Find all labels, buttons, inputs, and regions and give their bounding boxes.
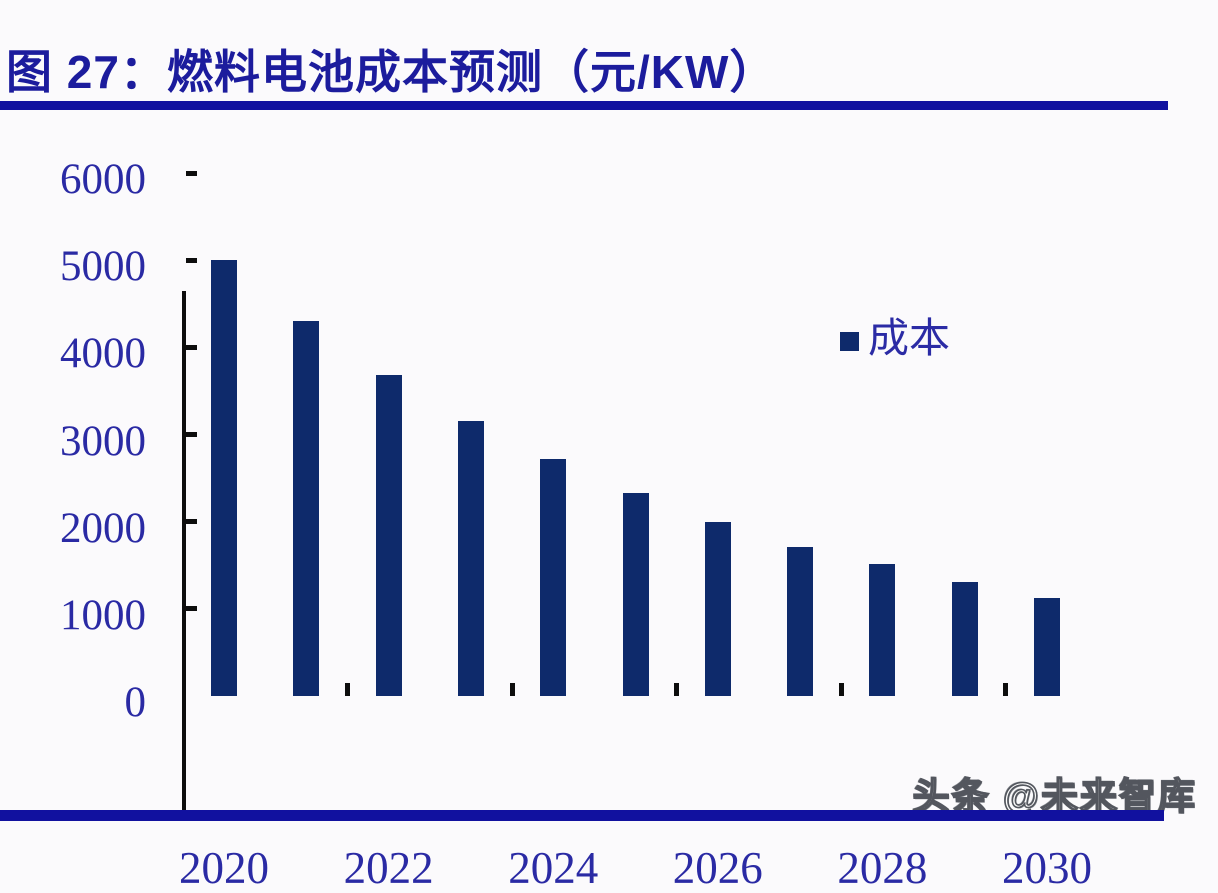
x-tick-label-2026: 2026 xyxy=(672,843,763,893)
bar-2023 xyxy=(457,421,484,696)
y-tick-label: 5000 xyxy=(60,243,146,291)
y-tick-1000 xyxy=(186,606,197,612)
bar-2025 xyxy=(622,492,649,696)
bar-2027 xyxy=(787,546,814,696)
bar-2028 xyxy=(869,563,896,696)
x-tick-label-2020: 2020 xyxy=(179,843,269,893)
y-tick-2000 xyxy=(186,519,197,525)
y-tick-5000 xyxy=(186,257,197,263)
x-tick-2023-2024 xyxy=(509,683,515,696)
bottom-divider-rule xyxy=(0,810,1164,821)
bar-2029 xyxy=(951,581,978,696)
y-tick-6000 xyxy=(186,170,197,176)
legend-label: 成本 xyxy=(868,315,950,361)
x-tick-label-2028: 2028 xyxy=(837,843,928,893)
y-tick-label: 3000 xyxy=(60,417,146,465)
legend: 成本 xyxy=(840,318,950,359)
title-divider-rule xyxy=(0,101,1168,110)
cost-forecast-bar-chart: 0 1000 2000 3000 4000 5000 6000 2020 2022 2024 20… xyxy=(0,120,1218,891)
bar-2021 xyxy=(293,321,320,696)
bar-2020 xyxy=(211,260,237,696)
x-tick-2025-2026 xyxy=(674,683,680,696)
y-tick-4000 xyxy=(186,344,197,350)
y-axis-line xyxy=(182,291,186,818)
x-tick-2029-2030 xyxy=(1003,683,1009,696)
y-tick-label: 2000 xyxy=(60,504,146,552)
x-tick-2021-2022 xyxy=(344,683,350,696)
figure-title: 图 27：燃料电池成本预测（元/KW） xyxy=(6,46,777,98)
bar-2030 xyxy=(1034,598,1060,696)
bar-2022 xyxy=(375,375,402,696)
y-tick-3000 xyxy=(186,432,197,437)
y-tick-label: 1000 xyxy=(60,591,146,639)
bar-2024 xyxy=(540,458,567,696)
y-tick-label: 4000 xyxy=(60,330,146,378)
x-tick-label-2022: 2022 xyxy=(343,843,434,893)
x-tick-label-2030: 2030 xyxy=(1002,843,1092,893)
x-tick-label-2024: 2024 xyxy=(508,843,599,893)
y-tick-label: 0 xyxy=(124,679,147,726)
bar-2026 xyxy=(704,521,731,696)
legend-swatch-icon xyxy=(840,332,859,351)
x-tick-2027-2028 xyxy=(838,683,844,696)
y-tick-label: 6000 xyxy=(60,156,146,203)
